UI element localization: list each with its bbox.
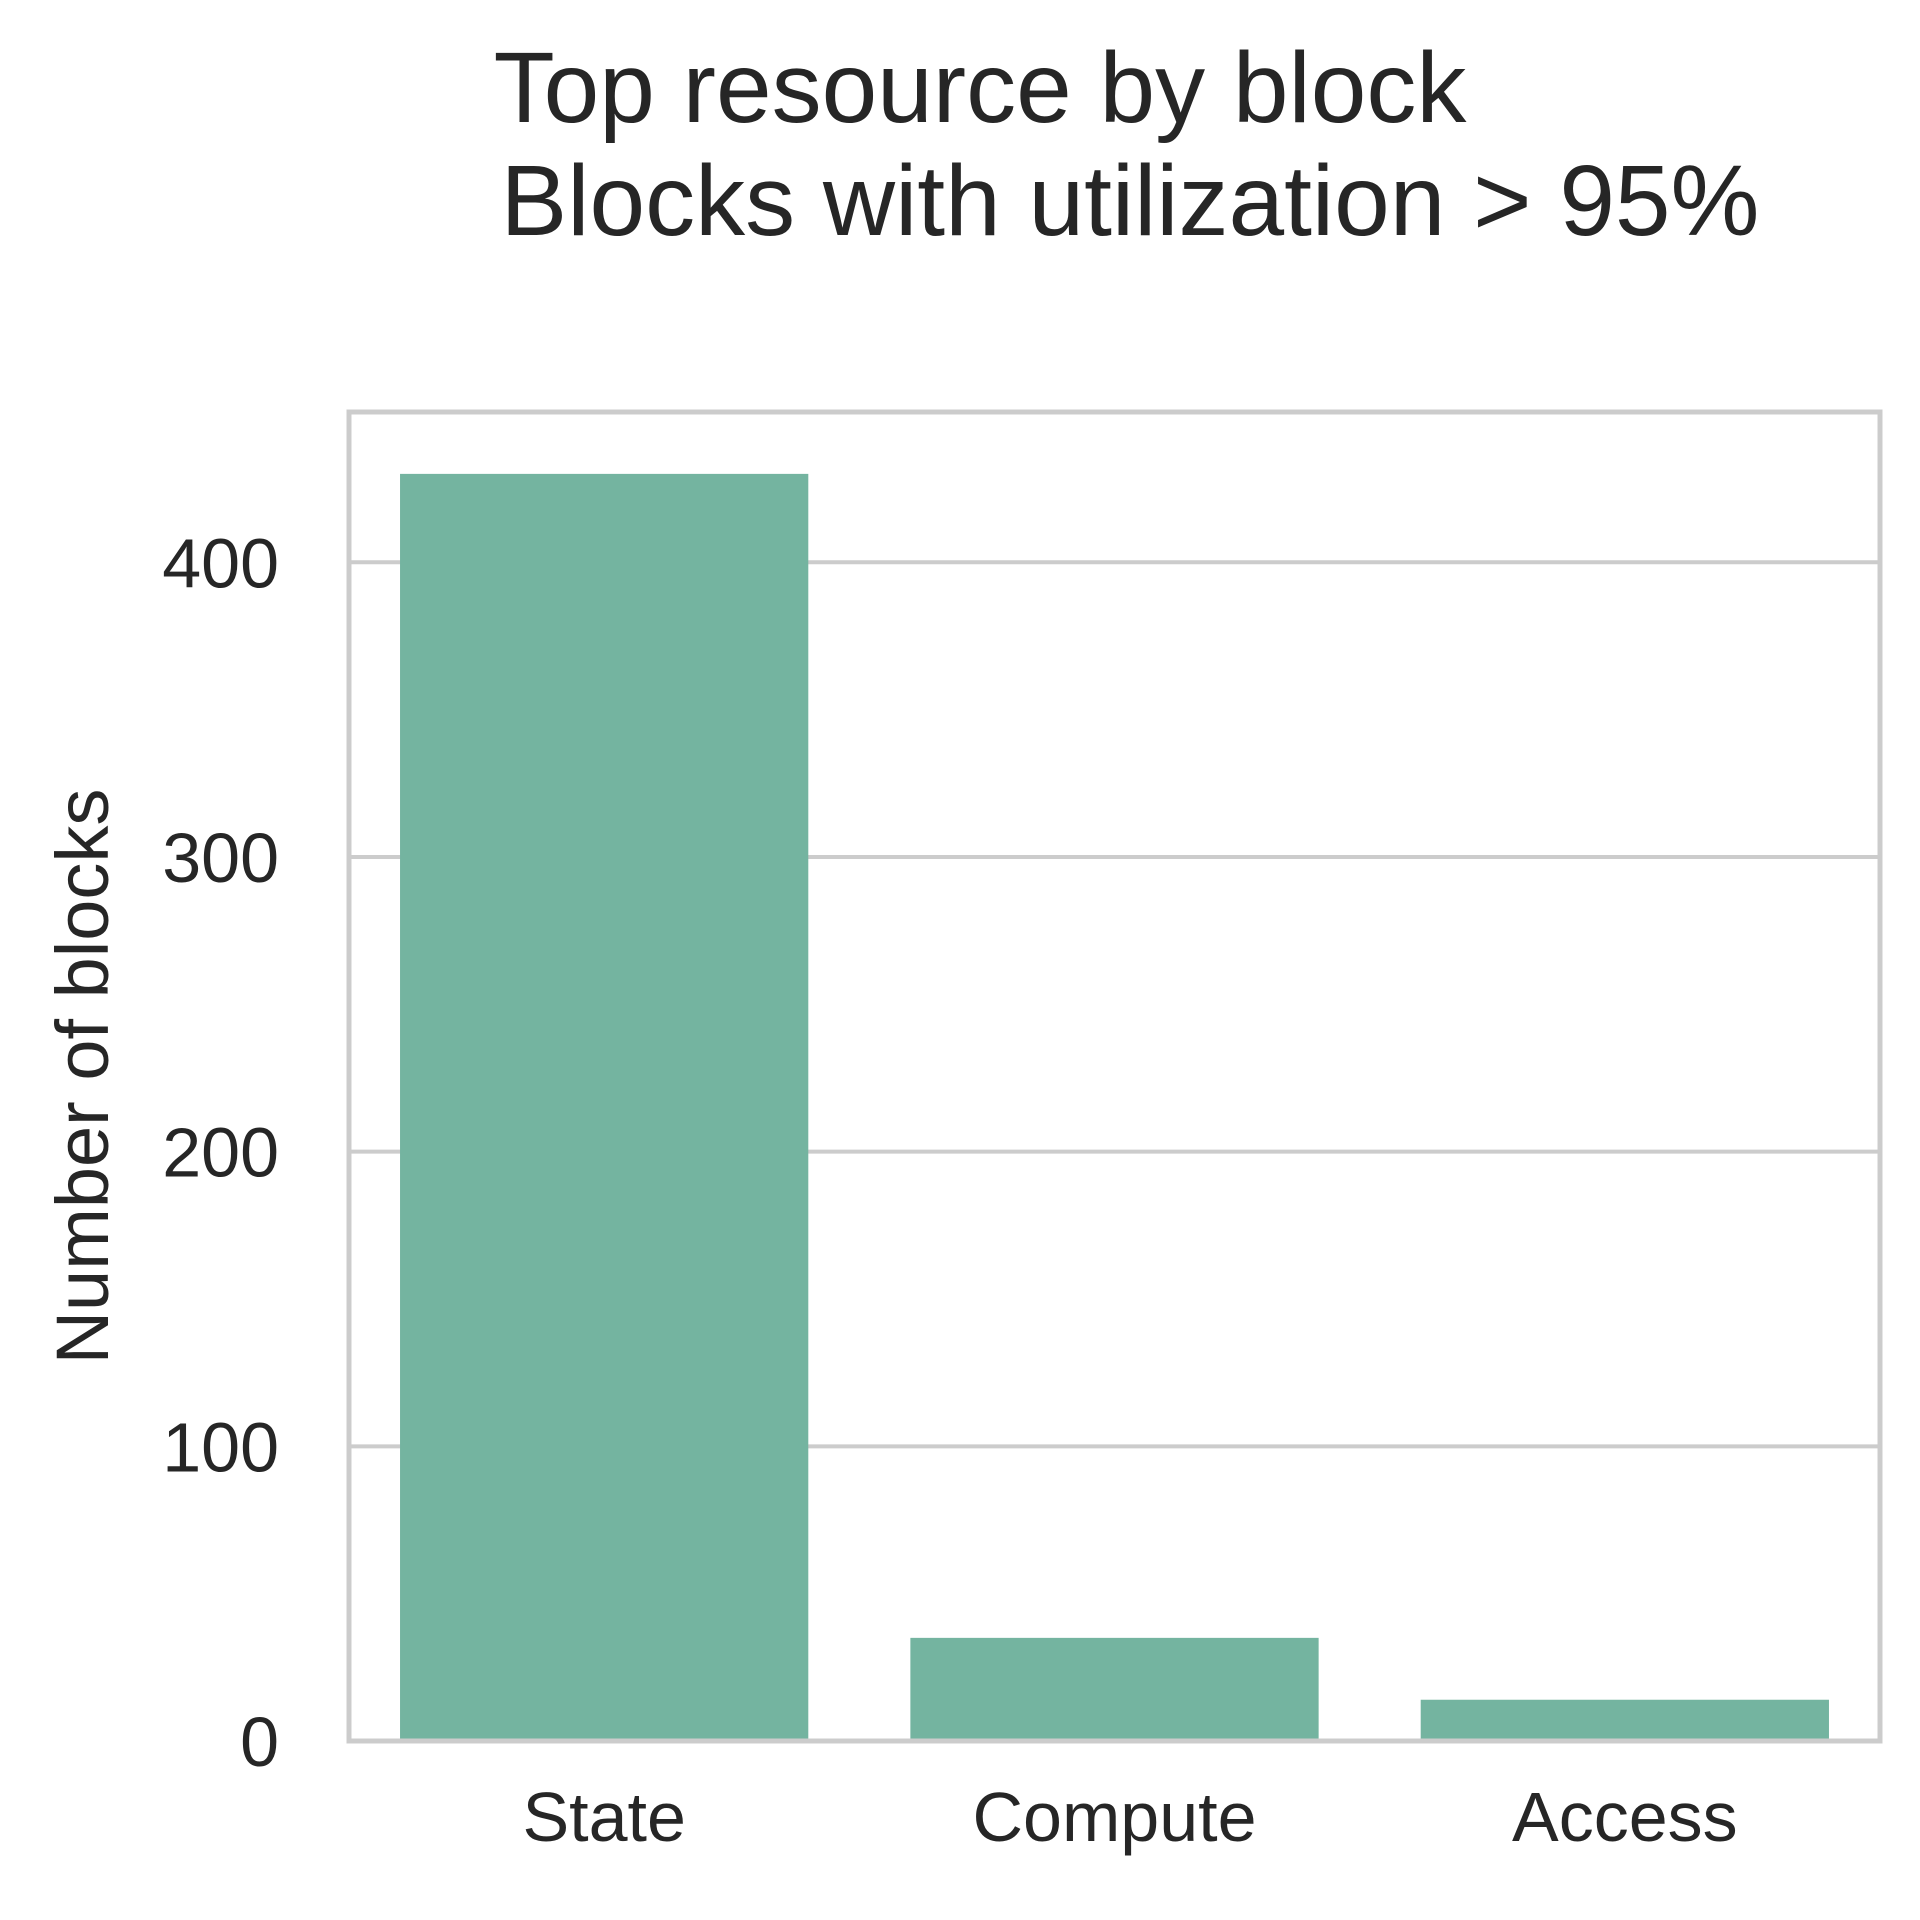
plot-frame	[346, 409, 1883, 1744]
bar-access	[1420, 1699, 1829, 1741]
x-tick-label-state: State	[522, 1778, 685, 1856]
x-tick-label-access: Access	[1512, 1778, 1738, 1856]
x-tick-label-compute: Compute	[972, 1778, 1256, 1856]
bars	[400, 473, 1829, 1742]
y-tick-label-400: 400	[162, 524, 279, 602]
chart-subtitle: Blocks with utilization > 95%	[501, 145, 1760, 257]
y-axis-label: Number of blocks	[41, 789, 124, 1365]
y-axis-ticks: 0 100 200 300 400	[162, 524, 279, 1781]
y-tick-label-0: 0	[240, 1703, 279, 1781]
y-tick-label-100: 100	[162, 1408, 279, 1486]
y-tick-label-200: 200	[162, 1114, 279, 1192]
bar-compute	[910, 1637, 1319, 1741]
x-axis-ticks: State Compute Access	[522, 1778, 1737, 1856]
y-tick-label-300: 300	[162, 819, 279, 897]
plot-border	[346, 409, 1883, 1744]
bar-state	[400, 473, 809, 1742]
chart-title: Top resource by block	[494, 32, 1468, 144]
